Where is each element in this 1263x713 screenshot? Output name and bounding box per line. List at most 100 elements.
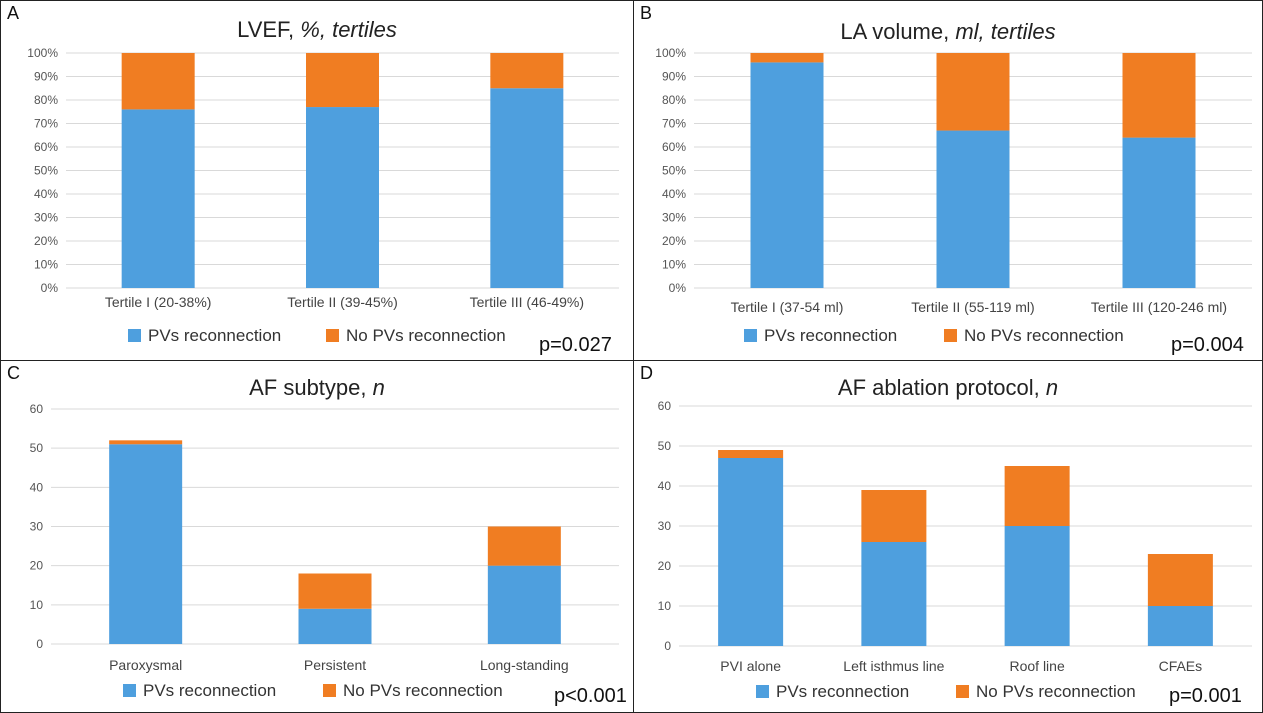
chart-a-svg: 0% 10% 20% 30% 40% 50% 60% 70% 80% 90% 100% Tertile… [27, 46, 619, 345]
category-label: Tertile I (20-38%) [105, 294, 212, 310]
legend-label: PVs reconnection [776, 682, 909, 701]
bar-reconnection [936, 130, 1010, 288]
legend-swatch [744, 329, 757, 342]
bar-reconnection [861, 542, 927, 646]
y-tick-label: 50 [658, 439, 672, 453]
y-tick-label: 70% [34, 117, 58, 131]
bar-no-reconnection [109, 440, 183, 445]
y-tick-label: 70% [662, 117, 686, 131]
category-label: Roof line [1009, 658, 1064, 674]
legend-label: No PVs reconnection [343, 681, 503, 700]
category-label: Tertile I (37-54 ml) [731, 299, 844, 315]
panel-title: AF subtype, n [1, 375, 633, 401]
bar-no-reconnection [490, 53, 564, 89]
panel-a: A LVEF, %, tertiles 0% 10% 20% 30% 40% 50% 60%… [0, 0, 634, 361]
p-value: p=0.001 [1169, 685, 1242, 707]
legend-swatch [756, 685, 769, 698]
y-tick-label: 100% [27, 46, 58, 60]
bar-reconnection [109, 444, 183, 644]
panel-letter: C [7, 363, 20, 383]
y-tick-label: 0 [36, 637, 43, 651]
panel-title: LA volume, ml, tertiles [634, 19, 1262, 45]
bar-no-reconnection [861, 490, 927, 542]
bar-reconnection [487, 565, 561, 644]
y-tick-label: 20 [658, 559, 672, 573]
y-tick-label: 40 [30, 480, 44, 494]
y-tick-label: 30 [30, 520, 44, 534]
y-tick-label: 30% [34, 211, 58, 225]
category-label: Tertile III (46-49%) [470, 294, 584, 310]
bar-no-reconnection [298, 573, 372, 609]
legend-swatch [128, 329, 141, 342]
bar-reconnection [121, 109, 195, 289]
y-tick-label: 80% [662, 93, 686, 107]
category-label: CFAEs [1159, 658, 1203, 674]
y-tick-label: 50 [30, 441, 44, 455]
bar-no-reconnection [936, 53, 1010, 131]
y-tick-label: 50% [662, 164, 686, 178]
y-tick-label: 40% [34, 187, 58, 201]
y-tick-label: 0% [41, 281, 59, 295]
y-tick-label: 40 [658, 479, 672, 493]
y-tick-label: 10 [30, 598, 44, 612]
y-tick-label: 10 [658, 599, 672, 613]
bar-no-reconnection [306, 53, 379, 108]
category-label: Tertile II (39-45%) [287, 294, 397, 310]
panel-letter: B [640, 3, 653, 23]
y-tick-label: 20% [34, 234, 58, 248]
bar-reconnection [750, 62, 824, 289]
bar-reconnection [490, 88, 564, 288]
bar-no-reconnection [487, 526, 561, 566]
y-tick-label: 50% [34, 164, 58, 178]
panel-letter: A [7, 3, 20, 23]
bar-reconnection [298, 608, 372, 644]
bar-no-reconnection [750, 53, 824, 63]
title-main: AF ablation protocol, [837, 375, 1046, 400]
chart-d-svg: 0 10 20 30 40 50 60 PVI alone Left isthmus line R… [658, 399, 1252, 701]
title-main: LA volume, [840, 19, 956, 44]
legend-swatch [123, 684, 136, 697]
legend-label: No PVs reconnection [964, 326, 1124, 345]
y-tick-label: 60% [34, 140, 58, 154]
p-value: p=0.027 [539, 334, 612, 356]
category-label: Tertile III (120-246 ml) [1091, 299, 1227, 315]
category-label: Paroxysmal [109, 657, 182, 673]
title-unit: n [1045, 375, 1059, 400]
y-tick-label: 60 [658, 399, 672, 413]
legend-label: PVs reconnection [148, 326, 281, 345]
legend-label: PVs reconnection [764, 326, 897, 345]
y-tick-label: 30% [662, 211, 686, 225]
panel-d: D AF ablation protocol, n 0 10 20 30 40 50 60 P… [633, 360, 1263, 713]
chart-b-svg: 0% 10% 20% 30% 40% 50% 60% 70% 80% 90% 100% Tertile… [655, 46, 1252, 345]
legend-swatch [323, 684, 336, 697]
bar-no-reconnection [1122, 53, 1196, 138]
y-tick-label: 60 [30, 402, 44, 416]
bar-no-reconnection [121, 53, 195, 110]
y-tick-label: 0 [664, 639, 671, 653]
y-tick-label: 100% [655, 46, 686, 60]
category-label: Persistent [304, 657, 366, 673]
y-tick-label: 60% [662, 140, 686, 154]
title-main: LVEF, [237, 17, 301, 42]
legend-swatch [326, 329, 339, 342]
y-tick-label: 10% [34, 258, 58, 272]
panel-letter: D [640, 363, 653, 383]
y-tick-label: 80% [34, 93, 58, 107]
y-tick-label: 0% [669, 281, 687, 295]
bar-reconnection [306, 107, 379, 288]
bar-reconnection [718, 458, 784, 646]
y-tick-label: 90% [662, 70, 686, 84]
chart-c-svg: 0 10 20 30 40 50 60 Paroxysmal Persistent Long-st… [30, 402, 619, 700]
panel-title: AF ablation protocol, n [634, 375, 1262, 401]
p-value: p<0.001 [554, 685, 627, 707]
legend-label: PVs reconnection [143, 681, 276, 700]
legend-swatch [944, 329, 957, 342]
y-tick-label: 30 [658, 519, 672, 533]
category-label: Long-standing [480, 657, 569, 673]
title-main: AF subtype, [249, 375, 373, 400]
y-tick-label: 10% [662, 258, 686, 272]
title-unit: n [372, 375, 385, 400]
title-unit: %, tertiles [300, 17, 397, 42]
title-unit: ml, tertiles [955, 19, 1056, 44]
